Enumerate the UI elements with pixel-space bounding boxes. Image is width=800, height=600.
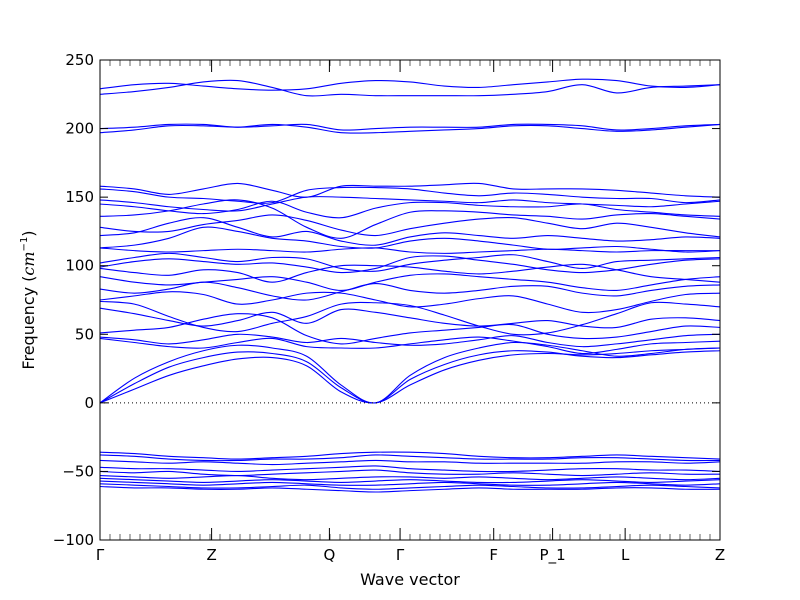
phonon-band-5 bbox=[99, 182, 721, 198]
y-axis-ticks: −100 −50 0 50 100 150 200 250 bbox=[53, 51, 720, 549]
y-axis-label: Frequency (cm−1) bbox=[19, 230, 38, 369]
x-tick-label: Z bbox=[206, 546, 216, 564]
phonon-band-35 bbox=[99, 480, 721, 486]
x-minor-ticks bbox=[109, 60, 711, 540]
phonon-band-25 bbox=[99, 341, 721, 404]
phonon-band-21 bbox=[99, 307, 721, 329]
phonon-band-32 bbox=[99, 469, 721, 477]
phonon-band-3 bbox=[99, 123, 721, 131]
phonon-band-12 bbox=[99, 226, 721, 253]
phonon-band-6 bbox=[99, 186, 721, 204]
x-tick-label: Z bbox=[715, 546, 725, 564]
x-tick-label: L bbox=[621, 546, 630, 564]
y-tick-label: 0 bbox=[84, 394, 94, 412]
phonon-band-18 bbox=[99, 281, 721, 301]
y-tick-label: 250 bbox=[65, 51, 94, 69]
plot-frame bbox=[99, 59, 721, 541]
x-tick-label: F bbox=[489, 546, 498, 564]
phonon-band-4 bbox=[99, 123, 721, 134]
phonon-band-26 bbox=[99, 350, 721, 404]
phonon-band-14 bbox=[99, 252, 721, 272]
phonon-band-37 bbox=[99, 485, 721, 493]
phonon-band-1 bbox=[99, 78, 721, 91]
phonon-band-30 bbox=[99, 459, 721, 466]
phonon-band-11 bbox=[99, 217, 721, 246]
x-axis-label: Wave vector bbox=[360, 570, 460, 589]
x-tick-label: Q bbox=[323, 546, 335, 564]
phonon-band-16 bbox=[99, 263, 721, 283]
x-tick-label: P_1 bbox=[540, 546, 566, 565]
y-tick-label: 150 bbox=[65, 188, 94, 206]
phonon-band-10 bbox=[99, 214, 721, 238]
x-tick-label: Γ bbox=[396, 546, 405, 564]
phonon-band-13 bbox=[99, 247, 720, 254]
y-tick-label: 100 bbox=[65, 257, 94, 275]
phonon-band-7 bbox=[99, 196, 721, 212]
phonon-bands bbox=[99, 78, 721, 493]
phonon-band-34 bbox=[99, 477, 721, 484]
phonon-band-23 bbox=[99, 333, 721, 348]
phonon-band-31 bbox=[99, 465, 721, 473]
phonon-band-36 bbox=[99, 483, 721, 490]
y-tick-label: −50 bbox=[62, 462, 94, 480]
phonon-band-33 bbox=[99, 474, 721, 481]
phonon-band-27 bbox=[99, 347, 721, 404]
phonon-band-8 bbox=[99, 200, 721, 219]
y-tick-label: 200 bbox=[65, 120, 94, 138]
phonon-band-24 bbox=[99, 336, 721, 355]
phonon-band-17 bbox=[99, 273, 721, 292]
phonon-band-9 bbox=[99, 199, 721, 239]
x-axis-ticks: Γ Z Q Γ F P_1 L Z bbox=[96, 60, 725, 565]
x-tick-label: Γ bbox=[96, 546, 105, 564]
y-tick-label: 50 bbox=[75, 325, 94, 343]
phonon-band-2 bbox=[99, 79, 721, 97]
phonon-band-19 bbox=[99, 291, 721, 314]
y-tick-label: −100 bbox=[53, 531, 94, 549]
phonon-band-29 bbox=[99, 454, 721, 462]
phonon-band-28 bbox=[99, 451, 721, 460]
phonon-band-22 bbox=[99, 313, 721, 345]
phonon-band-20 bbox=[99, 300, 721, 336]
